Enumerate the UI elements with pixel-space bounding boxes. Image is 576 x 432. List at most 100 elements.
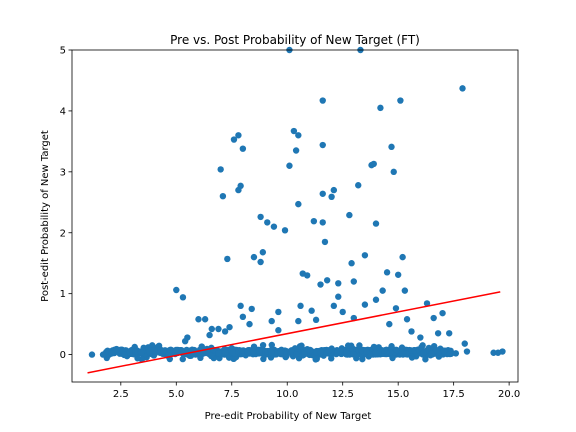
fit-line-layer <box>87 291 501 374</box>
y-tick-label: 4 <box>60 106 66 117</box>
scatter-point <box>207 352 215 360</box>
scatter-point <box>295 132 302 139</box>
scatter-point <box>348 260 355 267</box>
scatter-point <box>99 351 107 358</box>
scatter-point <box>328 193 335 201</box>
scatter-point <box>270 223 278 230</box>
y-axis-label: Post-edit Probability of New Target <box>40 130 51 302</box>
scatter-point <box>446 350 454 358</box>
scatter-point <box>268 341 275 349</box>
y-tick-label: 2 <box>60 228 66 239</box>
y-tick-label: 3 <box>60 167 66 178</box>
scatter-point <box>463 348 471 355</box>
scatter-point <box>215 349 222 357</box>
scatter-point <box>308 307 315 314</box>
scatter-point <box>222 349 229 356</box>
scatter-point <box>356 342 363 349</box>
scatter-point <box>335 293 342 300</box>
scatter-point <box>325 347 333 354</box>
x-axis-label: Pre-edit Probability of New Target <box>205 411 372 422</box>
scatter-point <box>361 252 369 259</box>
scatter-point <box>310 217 318 225</box>
scatter-point <box>408 328 415 335</box>
scatter-point <box>215 325 222 333</box>
scatter-point <box>172 346 180 354</box>
scatter-point <box>317 348 324 356</box>
scatter-point <box>359 355 366 363</box>
scatter-point <box>237 302 244 310</box>
scatter-point <box>440 347 448 355</box>
scatter-point <box>434 330 442 337</box>
scatter-point <box>235 132 242 139</box>
scatter-point <box>344 342 352 349</box>
scatter-point <box>173 286 180 294</box>
x-tick-label: 15.0 <box>387 389 409 400</box>
scatter-point <box>179 355 186 363</box>
y-tick-label: 1 <box>60 289 66 300</box>
points-layer <box>88 46 506 363</box>
scatter-point <box>397 97 404 104</box>
scatter-point <box>137 349 145 356</box>
scatter-point <box>459 85 466 92</box>
scatter-point <box>250 253 258 261</box>
scatter-point <box>197 354 204 362</box>
scatter-point <box>452 350 460 357</box>
scatter-point <box>433 346 440 354</box>
scatter-point <box>411 347 418 354</box>
scatter-point <box>108 350 116 357</box>
scatter-point <box>372 296 380 303</box>
scatter-point <box>208 325 215 333</box>
scatter-point <box>292 147 300 154</box>
scatter-point <box>230 136 238 143</box>
scatter-point <box>386 320 393 328</box>
scatter-point <box>339 308 346 316</box>
scatter-point <box>293 351 300 358</box>
scatter-point <box>392 305 400 312</box>
scatter-point <box>439 309 446 317</box>
scatter-point <box>295 317 302 325</box>
scatter-point <box>372 344 380 352</box>
scatter-point <box>349 351 357 358</box>
scatter-point <box>403 316 411 323</box>
scatter-point <box>319 219 326 226</box>
scatter-point <box>126 349 133 356</box>
scatter-point <box>336 347 344 355</box>
scatter-point <box>267 349 275 356</box>
scatter-point <box>394 271 402 278</box>
scatter-point <box>350 278 357 285</box>
scatter-point <box>257 213 264 221</box>
scatter-point <box>229 349 236 356</box>
scatter-point <box>275 308 282 316</box>
scatter-point <box>335 280 342 287</box>
scatter-point <box>286 162 293 169</box>
scatter-point <box>321 238 329 246</box>
chart-title: Pre vs. Post Probability of New Target (… <box>170 33 420 47</box>
scatter-point <box>195 316 202 323</box>
scatter-point <box>88 351 96 358</box>
scatter-point <box>150 346 158 354</box>
scatter-point <box>399 253 406 261</box>
scatter-point <box>393 346 401 354</box>
scatter-point <box>297 302 304 310</box>
scatter-point <box>301 351 308 358</box>
scatter-point <box>244 348 251 356</box>
scatter-point <box>219 193 227 200</box>
scatter-point <box>388 143 395 151</box>
scatter-point <box>230 355 238 362</box>
scatter-point <box>264 219 271 226</box>
y-tick-label: 0 <box>60 350 66 361</box>
scatter-point <box>346 211 353 219</box>
plot-frame <box>71 49 519 383</box>
scatter-point <box>372 349 379 357</box>
scatter-point <box>179 294 187 301</box>
scatter-point <box>277 349 284 356</box>
scatter-point <box>224 255 231 263</box>
scatter-point <box>499 348 506 355</box>
scatter-point <box>221 328 229 335</box>
x-tick-label: 12.5 <box>332 389 354 400</box>
scatter-point <box>446 330 453 337</box>
x-tick-label: 20.0 <box>498 389 520 400</box>
scatter-point <box>178 347 185 355</box>
scatter-point <box>330 186 338 194</box>
scatter-point <box>237 182 244 190</box>
